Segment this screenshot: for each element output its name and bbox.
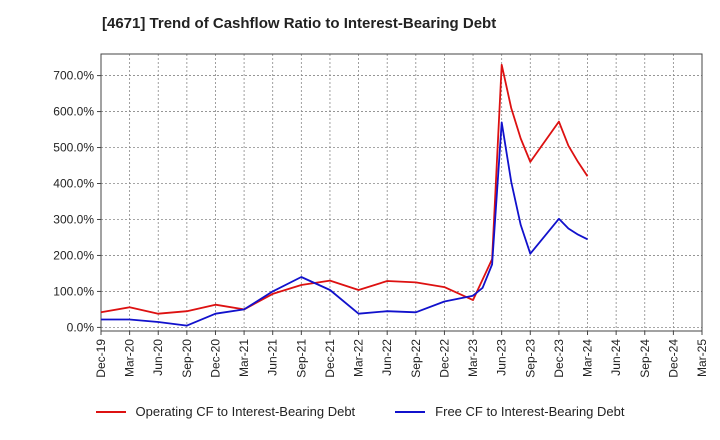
legend-label-operating-cf: Operating CF to Interest-Bearing Debt — [135, 404, 356, 419]
x-tick-label: Dec-23 — [552, 339, 566, 378]
legend: Operating CF to Interest-Bearing Debt Fr… — [0, 404, 720, 419]
x-tick-label: Mar-23 — [466, 339, 480, 377]
x-tick-label: Jun-22 — [380, 339, 394, 376]
y-tick-label: 200.0% — [53, 248, 94, 262]
x-tick-label: Mar-22 — [352, 339, 366, 377]
series-line-free-cf — [101, 121, 588, 327]
x-tick-label: Dec-20 — [208, 339, 222, 378]
y-axis-ticks: 0.0% 100.0% 200.0% 300.0% 400.0% 500.0% 600.0%… — [53, 69, 101, 334]
y-tick-label: 600.0% — [53, 105, 94, 119]
x-tick-label: Mar-21 — [237, 339, 251, 377]
x-tick-label: Jun-23 — [495, 339, 509, 376]
x-tick-label: Mar-20 — [123, 339, 137, 377]
y-tick-label: 300.0% — [53, 212, 94, 226]
x-tick-label: Jun-24 — [609, 339, 623, 376]
legend-swatch-free-cf — [395, 410, 426, 413]
y-tick-label: 400.0% — [53, 177, 94, 191]
y-tick-label: 500.0% — [53, 141, 94, 155]
grid-lines — [100, 54, 703, 331]
legend-label-free-cf: Free CF to Interest-Bearing Debt — [435, 404, 625, 419]
x-tick-label: Mar-25 — [695, 339, 709, 377]
y-tick-label: 100.0% — [53, 284, 94, 298]
x-tick-label: Dec-24 — [666, 339, 680, 378]
x-tick-label: Mar-24 — [581, 339, 595, 377]
x-tick-label: Dec-22 — [437, 339, 451, 378]
x-tick-label: Sep-20 — [180, 339, 194, 378]
chart-title: [4671] Trend of Cashflow Ratio to Intere… — [102, 15, 497, 32]
x-tick-label: Sep-23 — [523, 339, 537, 378]
x-tick-label: Dec-21 — [323, 339, 337, 378]
series-line-operating-cf — [100, 63, 589, 315]
x-tick-label: Sep-24 — [638, 339, 652, 378]
x-tick-label: Jun-21 — [266, 339, 280, 376]
plot-frame — [100, 53, 703, 332]
x-tick-label: Jun-20 — [151, 339, 165, 376]
legend-item-operating-cf: Operating CF to Interest-Bearing Debt — [95, 404, 356, 419]
x-tick-label: Sep-22 — [409, 339, 423, 378]
legend-swatch-operating-cf — [95, 410, 126, 413]
legend-item-free-cf: Free CF to Interest-Bearing Debt — [395, 404, 624, 419]
x-tick-label: Sep-21 — [294, 339, 308, 378]
x-axis-ticks: Dec-19 Mar-20 Jun-20 Sep-20 Dec-20 Mar-21 Jun-… — [94, 331, 709, 378]
y-tick-label: 0.0% — [67, 320, 95, 334]
y-tick-label: 700.0% — [53, 69, 94, 83]
x-tick-label: Dec-19 — [94, 339, 108, 378]
series-lines — [100, 63, 589, 327]
